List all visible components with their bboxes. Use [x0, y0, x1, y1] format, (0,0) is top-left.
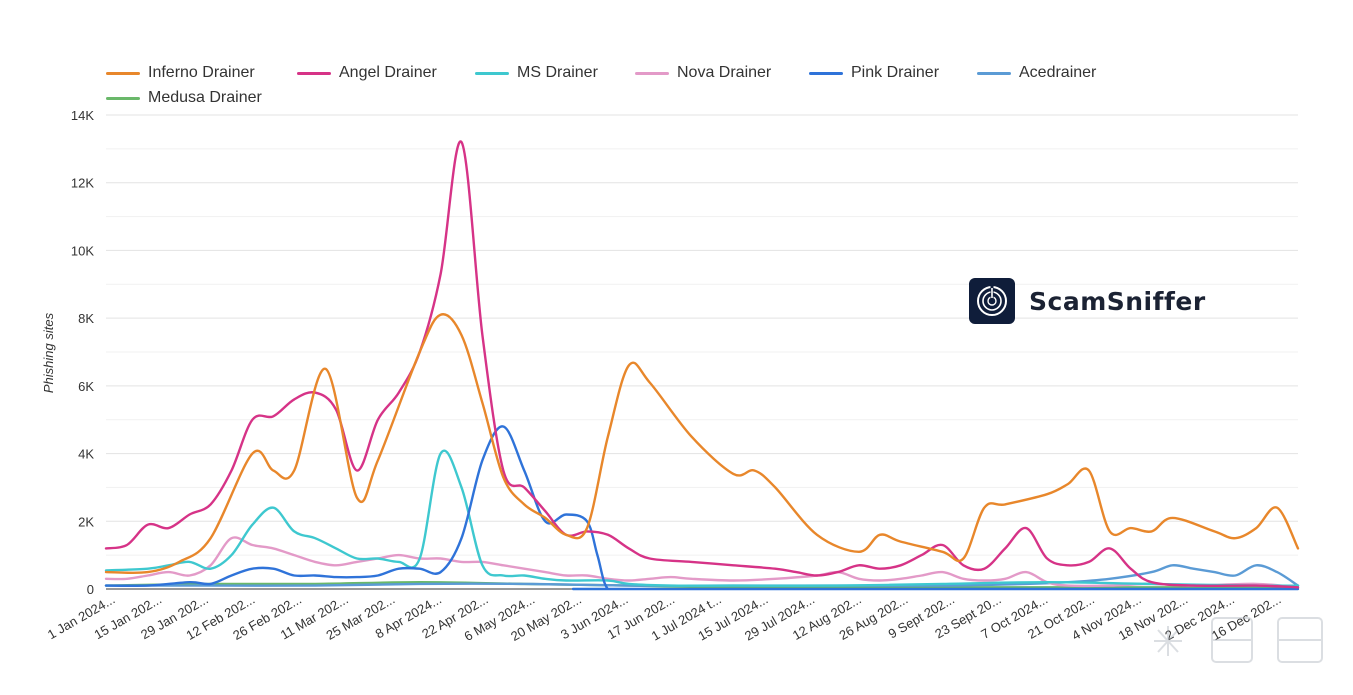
legend-swatch [809, 71, 843, 75]
legend-item[interactable]: Inferno Drainer [106, 64, 255, 82]
legend-label: Angel Drainer [339, 64, 437, 81]
y-tick-label: 14K [71, 108, 94, 123]
scamsniffer-logo-icon [969, 278, 1015, 324]
legend-swatch [106, 71, 140, 75]
series-line-ms-drainer [104, 449, 1300, 587]
y-axis-label: Phishing sites [41, 312, 56, 393]
series-line-inferno-drainer [104, 313, 1300, 575]
legend-item[interactable]: MS Drainer [475, 64, 598, 82]
legend-item[interactable]: Pink Drainer [809, 64, 939, 82]
legend-item[interactable]: Medusa Drainer [106, 89, 262, 107]
legend-label: MS Drainer [517, 64, 598, 81]
legend-item[interactable]: Angel Drainer [297, 64, 437, 82]
series-line-nova-drainer [104, 536, 1300, 589]
y-axis-ticks: 0 2K 4K 6K 8K 10K 12K 14K [71, 108, 94, 597]
y-tick-label: 0 [87, 582, 94, 597]
legend-label: Medusa Drainer [148, 89, 262, 106]
legend-label: Pink Drainer [851, 64, 940, 81]
series-line-pink-drainer [104, 425, 1300, 591]
legend-label: Nova Drainer [677, 64, 772, 81]
gridlines [106, 114, 1298, 590]
brand-name: ScamSniffer [1029, 286, 1206, 316]
legend-label: Acedrainer [1019, 64, 1097, 81]
series-line-angel-drainer [104, 140, 1300, 589]
y-tick-label: 8K [78, 311, 94, 326]
legend-swatch [475, 71, 509, 75]
brand-watermark: ScamSniffer [969, 278, 1206, 324]
legend-swatch [977, 71, 1011, 75]
y-tick-label: 4K [78, 447, 94, 462]
legend-label: Inferno Drainer [148, 64, 255, 81]
y-tick-label: 12K [71, 176, 94, 191]
legend-swatch [635, 71, 669, 75]
y-tick-label: 2K [78, 514, 94, 529]
legend-item[interactable]: Acedrainer [977, 64, 1096, 82]
legend-swatch [106, 96, 140, 100]
series-line-acedrainer [104, 564, 1300, 587]
legend-swatch [297, 71, 331, 75]
corner-watermark-icon [1154, 617, 1323, 663]
y-tick-label: 10K [71, 243, 94, 258]
y-tick-label: 6K [78, 379, 94, 394]
series-lines [104, 140, 1300, 591]
legend-item[interactable]: Nova Drainer [635, 64, 771, 82]
x-axis-ticks: 1 Jan 2024...15 Jan 202...29 Jan 202...1… [45, 592, 1284, 644]
